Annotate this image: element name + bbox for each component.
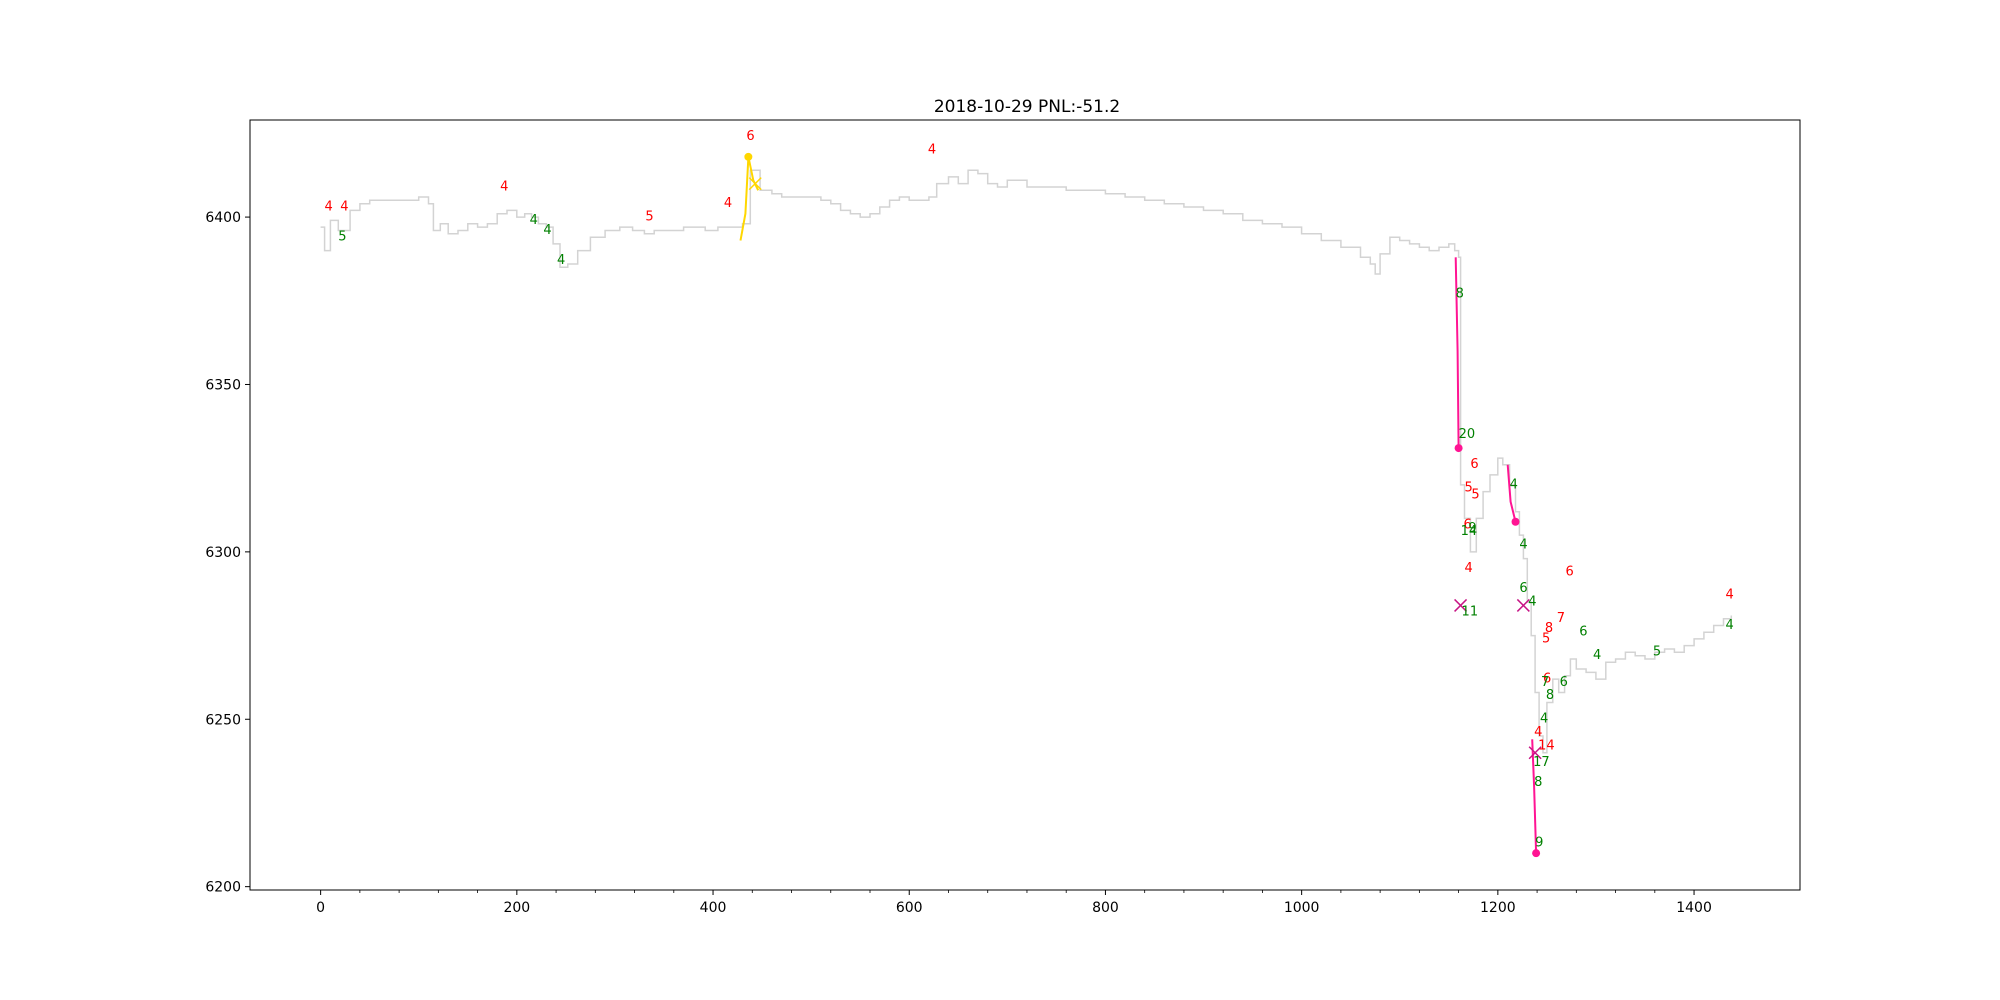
trade-annotation: 4	[543, 223, 551, 238]
exit-marker	[1528, 746, 1542, 760]
trade-annotation: 4	[340, 199, 348, 214]
trade-annotation: 6	[1560, 675, 1568, 690]
y-tick-label: 6300	[205, 545, 241, 561]
trade-annotation: 8	[1534, 775, 1542, 790]
trade-annotation: 4	[1725, 588, 1733, 603]
trade-annotation: 4	[1510, 477, 1518, 492]
x-tick-label: 600	[896, 900, 923, 916]
trade-annotation: 4	[500, 179, 508, 194]
trade-annotation: 8	[1456, 286, 1464, 301]
trade-annotation: 4	[1528, 594, 1536, 609]
trade-annotation: 6	[1566, 564, 1574, 579]
y-tick-label: 6350	[205, 377, 241, 393]
entry-point	[1454, 444, 1463, 453]
x-tick-label: 800	[1092, 900, 1119, 916]
trade-annotation: 4	[530, 213, 538, 228]
trade-annotation: 14	[1461, 524, 1478, 539]
trade-annotation: 8	[1546, 688, 1554, 703]
exit-marker	[1454, 598, 1468, 612]
entry-point	[744, 152, 753, 161]
trade-annotation: 4	[1725, 618, 1733, 633]
trade-annotation: 14	[1538, 738, 1555, 753]
trade-annotation: 6	[746, 129, 754, 144]
trade-annotation: 4	[1464, 561, 1472, 576]
trade-annotation: 7	[1541, 675, 1549, 690]
trade-annotation: 6	[1543, 671, 1551, 686]
trade-annotation: 17	[1533, 755, 1550, 770]
entry-point	[1532, 849, 1541, 858]
x-tick-label: 1400	[1676, 900, 1712, 916]
trade-annotation: 4	[724, 196, 732, 211]
exit-marker	[1516, 598, 1530, 612]
trade-annotation: 6	[1519, 581, 1527, 596]
x-tick-label: 400	[700, 900, 727, 916]
trade-annotation: 5	[338, 230, 346, 245]
trade-annotation: 6	[1579, 625, 1587, 640]
trade-annotation: 5	[1653, 645, 1661, 660]
trade-annotation: 4	[1593, 648, 1601, 663]
trade-annotation: 7	[1557, 611, 1565, 626]
trade-annotation: 6	[1464, 517, 1472, 532]
chart-title: 2018-10-29 PNL:-51.2	[934, 97, 1120, 117]
x-tick-label: 1200	[1480, 900, 1516, 916]
entry-point	[1511, 517, 1520, 526]
trade-annotation: 8	[1545, 621, 1553, 636]
trade-line-3	[1506, 464, 1517, 522]
trade-annotation: 5	[1471, 487, 1479, 502]
trade-annotation: 5	[645, 209, 653, 224]
x-tick-label: 1000	[1284, 900, 1320, 916]
trade-annotation: 4	[1540, 712, 1548, 727]
plot-frame	[249, 119, 1801, 891]
trade-annotation: 4	[1534, 725, 1542, 740]
trade-annotation: 6	[1470, 457, 1478, 472]
trade-annotation: 4	[1519, 538, 1527, 553]
y-tick-label: 6400	[205, 210, 241, 226]
x-tick-label: 200	[503, 900, 530, 916]
trade-annotation: 4	[928, 142, 936, 157]
trade-annotation: 9	[1535, 835, 1543, 850]
trade-annotation: 4	[325, 199, 333, 214]
trade-annotation: 5	[1542, 631, 1550, 646]
x-tick-label: 0	[316, 900, 325, 916]
trade-annotation: 20	[1459, 427, 1476, 442]
trade-line-2	[1454, 257, 1460, 449]
exit-marker	[748, 177, 762, 191]
trade-annotation: 9	[1468, 521, 1476, 536]
trade-annotation: 4	[557, 253, 565, 268]
trade-annotation: 5	[1464, 481, 1472, 496]
trade-annotation: 11	[1462, 604, 1479, 619]
axes-layer: 0 200 400 600 800 1000 1200 1400 6200 6250 6300 635…	[205, 210, 1712, 916]
y-tick-label: 6200	[205, 880, 241, 896]
price-line	[320, 169, 1733, 754]
y-tick-label: 6250	[205, 712, 241, 728]
